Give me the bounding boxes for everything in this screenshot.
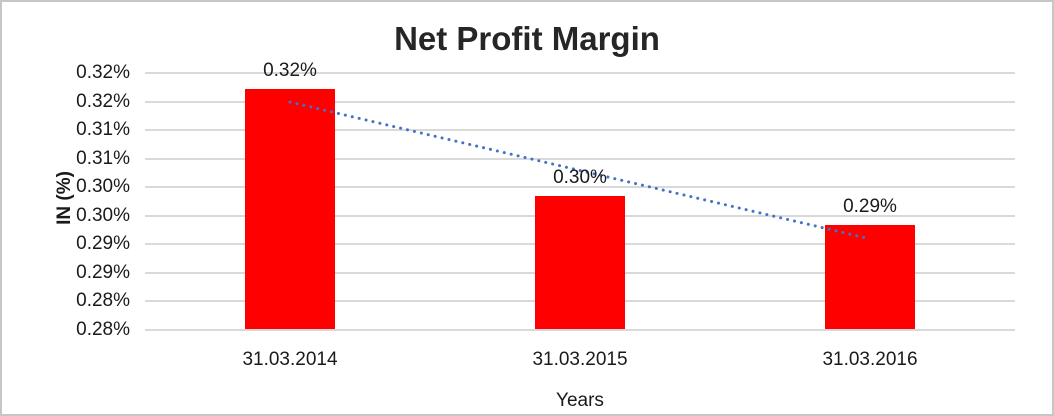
data-label: 0.32%	[263, 59, 317, 81]
bar-31.03.2014	[245, 88, 335, 330]
y-tick-label: 0.32%	[76, 62, 130, 83]
gridline	[145, 72, 1015, 74]
y-tick-label: 0.30%	[76, 204, 130, 226]
gridline	[145, 100, 1015, 103]
plot-area	[145, 72, 1015, 331]
gridline	[145, 186, 1015, 188]
x-tick-label: 31.03.2015	[532, 349, 628, 370]
y-tick-label: 0.32%	[76, 90, 130, 112]
data-label: 0.30%	[553, 167, 607, 189]
trendline	[288, 100, 872, 241]
y-tick-label: 0.28%	[76, 318, 130, 340]
gridline	[145, 328, 1015, 331]
x-tick-label: 31.03.2016	[822, 349, 918, 370]
bar-31.03.2015	[535, 196, 625, 330]
gridline	[145, 157, 1015, 160]
x-tick-label: 31.03.2014	[242, 349, 338, 370]
y-tick-label: 0.31%	[76, 147, 130, 169]
y-tick-label: 0.31%	[76, 119, 130, 140]
chart-title: Net Profit Margin	[394, 20, 660, 57]
trendline-path	[288, 100, 872, 241]
y-tick-label: 0.30%	[76, 176, 130, 197]
data-label: 0.29%	[843, 196, 897, 218]
bar-31.03.2016	[825, 225, 915, 330]
y-tick-label: 0.29%	[76, 261, 130, 283]
x-axis-title: Years	[556, 390, 604, 411]
gridline	[145, 129, 1015, 131]
y-tick-label: 0.28%	[76, 290, 130, 311]
y-tick-label: 0.29%	[76, 233, 130, 254]
